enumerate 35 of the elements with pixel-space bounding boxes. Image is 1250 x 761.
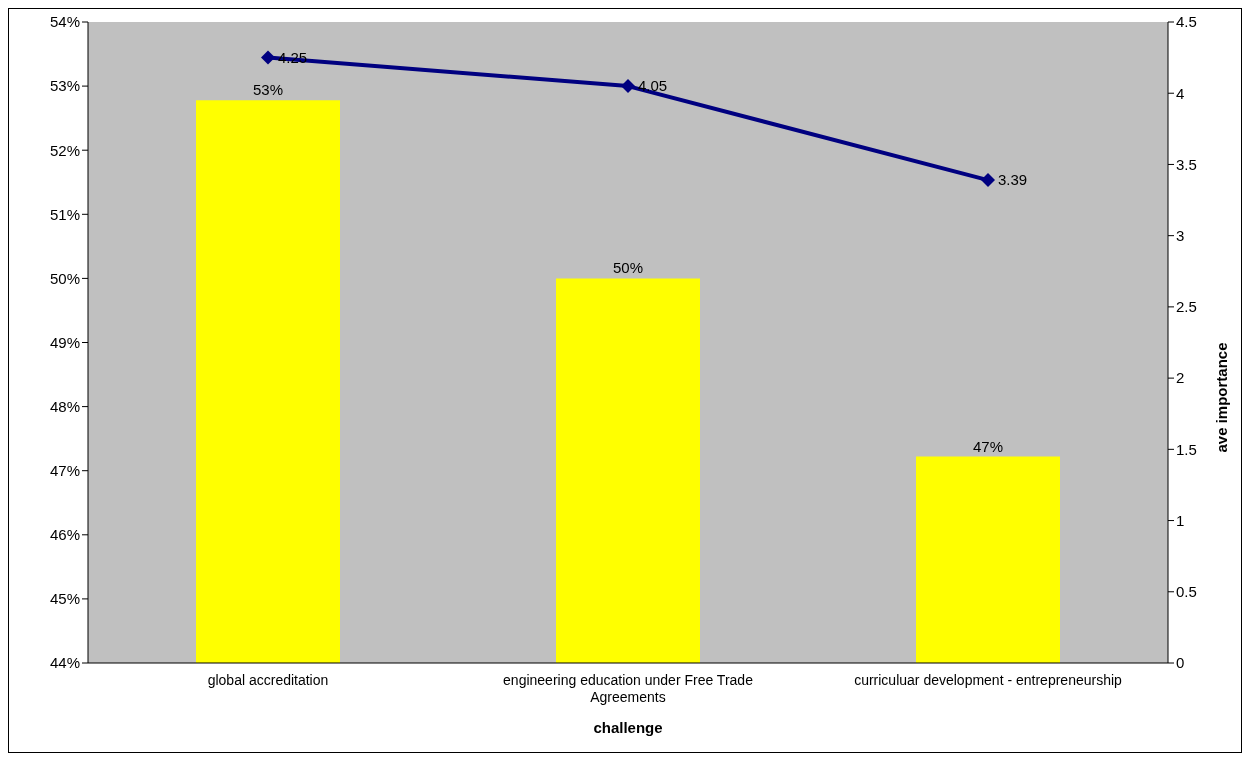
y-tick-label: 44% bbox=[49, 654, 80, 672]
y-tick-label: 52% bbox=[49, 141, 80, 159]
y2-tick-label: 4.5 bbox=[1176, 13, 1197, 31]
y-tick-label: 49% bbox=[49, 333, 80, 351]
y2-tick-label: 3.5 bbox=[1176, 155, 1197, 173]
x-tick-label: engineering education under Free Trade Agreements bbox=[503, 672, 754, 705]
x-tick-label: global accreditation bbox=[207, 672, 329, 688]
y-tick-label: 47% bbox=[49, 462, 80, 480]
data-label: 4.25 bbox=[278, 48, 308, 66]
y-tick-label: 53% bbox=[49, 77, 80, 95]
y2-tick-label: 2 bbox=[1176, 369, 1185, 387]
data-label: 4.05 bbox=[638, 77, 668, 95]
y2-tick-label: 2.5 bbox=[1176, 298, 1197, 316]
point bbox=[261, 50, 275, 65]
y2-tick-label: 1 bbox=[1176, 511, 1185, 529]
y2-tick-label: 0 bbox=[1176, 654, 1185, 672]
data-label: 53% bbox=[252, 81, 284, 99]
y-tick-label: 51% bbox=[49, 205, 80, 223]
y-tick-label: 48% bbox=[49, 397, 80, 415]
x-tick-label: curriculuar development - entrepreneurship bbox=[854, 672, 1123, 688]
data-label: 3.39 bbox=[998, 171, 1028, 189]
y2-axis-title: ave importance bbox=[1213, 342, 1231, 453]
point bbox=[981, 173, 995, 188]
y-tick-label: 45% bbox=[49, 590, 80, 608]
y2-tick-label: 4 bbox=[1176, 84, 1185, 102]
y-tick-label: 46% bbox=[49, 526, 80, 544]
data-label: 50% bbox=[612, 259, 644, 277]
data-label: 47% bbox=[972, 437, 1004, 455]
y2-tick-label: 1.5 bbox=[1176, 440, 1197, 458]
y-tick-label: 50% bbox=[49, 269, 80, 287]
y2-tick-label: 3 bbox=[1176, 226, 1185, 244]
point bbox=[621, 79, 635, 94]
x-axis-title: challenge bbox=[593, 719, 663, 736]
y2-tick-label: 0.5 bbox=[1176, 583, 1197, 601]
y-tick-label: 54% bbox=[49, 13, 80, 31]
